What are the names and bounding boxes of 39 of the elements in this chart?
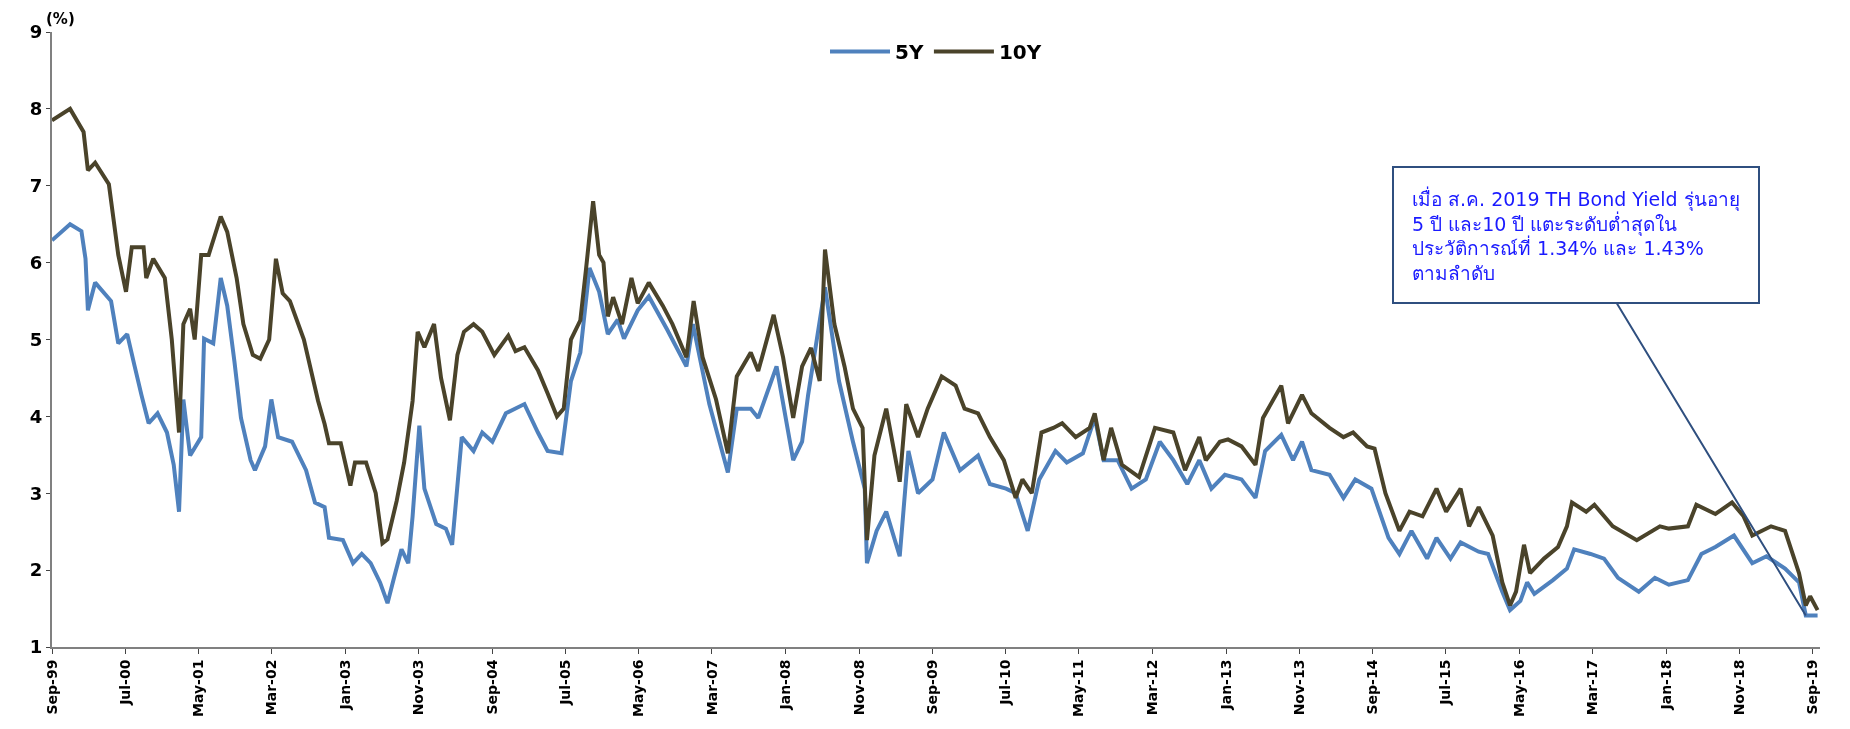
x-tick-label: Nov-18 [1731,659,1748,716]
x-tick-label: Sep-09 [924,659,941,715]
y-tick-label: 9 [29,21,43,43]
x-tick-label: Nov-03 [410,659,427,716]
x-tick-label: Mar-12 [1143,659,1160,716]
y-tick-label: 5 [29,328,43,350]
x-tick-label: Jul-05 [556,659,573,706]
y-tick-label: 4 [29,405,43,427]
line-series [52,106,1820,613]
x-tick-label: Sep-99 [43,659,60,715]
annotation: เมื่อ ส.ค. 2019 TH Bond Yield รุ่นอายุ 5 ปี และ10 ปี แตะระดับต่ำสุดใน ประวัติการณ์ที่ 1.34% และ 1.43% ตามลำดับ [1412,186,1740,285]
x-tick-label: Jan-18 [1657,659,1674,711]
x-tick-label: Jan-08 [777,659,794,711]
x-tick-label: May-16 [1510,659,1527,717]
y-tick-label: 3 [29,482,43,504]
x-tick-label: May-01 [190,659,207,717]
x-tick-label: Jan-13 [1217,659,1234,711]
y-tick-label: 7 [29,175,43,197]
x-tick-label: May-11 [1070,659,1087,717]
y-tick-label: 2 [29,559,43,581]
x-tick-label: Jan-03 [337,659,354,711]
x-tick-label: Sep-19 [1804,659,1821,715]
legend-label: 10Y [998,40,1042,65]
y-axis-title: (%) [46,10,75,28]
x-tick-label: Sep-04 [483,659,500,715]
x-tick-label: Jul-10 [997,659,1014,706]
legend-label: 5Y [895,40,924,65]
x-tick-label: Mar-17 [1584,659,1601,716]
x-tick-label: Sep-14 [1364,659,1381,715]
x-tick-label: Nov-13 [1290,659,1307,716]
y-tick-label: 1 [29,636,43,658]
x-tick-label: Mar-02 [263,659,280,716]
x-tick-label: Mar-07 [703,659,720,716]
x-tick-label: May-06 [630,659,647,717]
x-tick-label: Jul-00 [116,659,133,706]
x-tick-label: Jul-15 [1437,659,1454,706]
y-tick-label: 8 [29,98,43,120]
x-tick-label: Nov-08 [850,659,867,716]
y-tick-label: 6 [29,251,43,273]
